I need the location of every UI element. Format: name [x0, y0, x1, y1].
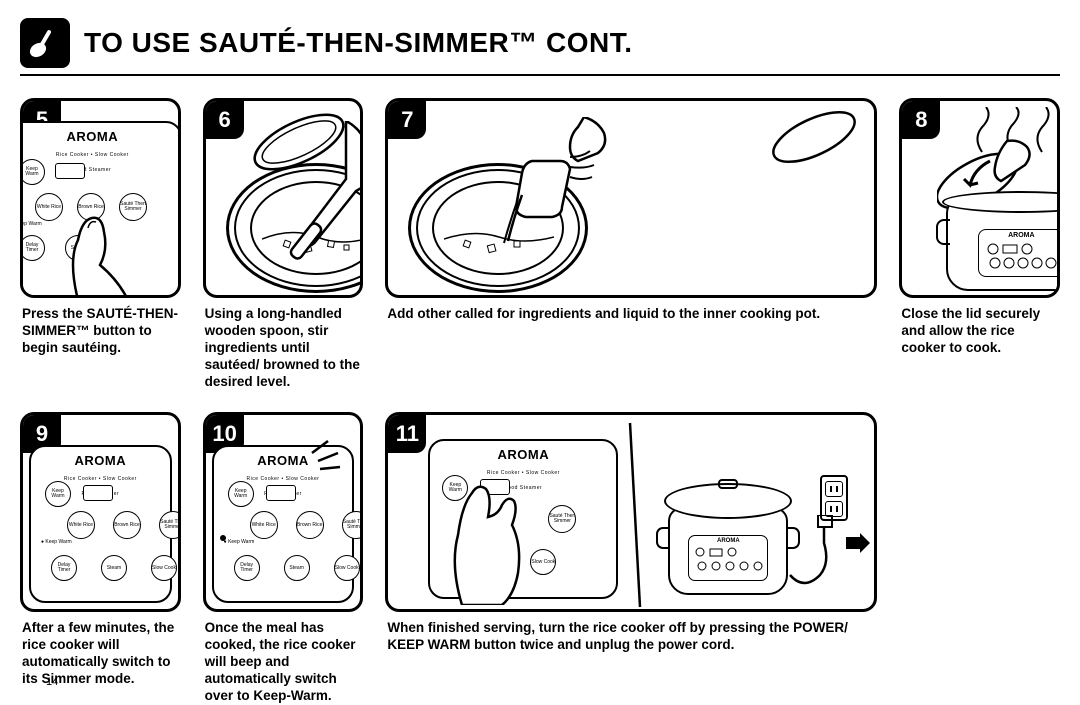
step-7: 7 — [385, 98, 877, 390]
spoon-icon — [20, 18, 70, 68]
pour-illustration — [388, 101, 874, 295]
step-6-panel: 6 — [203, 98, 364, 298]
delay-timer-button: Delay Timer — [51, 555, 77, 581]
step-10-panel: 10 AROMA Rice Cooker • Slow Cooker Food … — [203, 412, 364, 612]
step-caption: Add other called for ingredients and liq… — [385, 306, 877, 323]
lcd-display — [266, 485, 296, 501]
keep-warm-button: Keep Warm — [20, 159, 45, 185]
hand-press-icon — [432, 445, 552, 605]
cooker-handle-left — [656, 527, 668, 549]
step-caption: Close the lid securely and allow the ric… — [899, 306, 1060, 357]
brand-name: AROMA — [67, 129, 119, 144]
keep-warm-button: Keep Warm — [228, 481, 254, 507]
step-11: 11 AROMA Rice Cooker • Slow Cooker Food … — [385, 412, 877, 704]
brand-name: AROMA — [75, 453, 127, 468]
simmer-mode-illustration: AROMA Rice Cooker • Slow Cooker Food Ste… — [23, 415, 178, 609]
brown-rice-button: Brown Rice — [113, 511, 141, 539]
step-caption: Once the meal has cooked, the rice cooke… — [203, 620, 364, 704]
cooker-handle-left — [936, 219, 950, 245]
page-title: TO USE SAUTÉ-THEN-SIMMER™ CONT. — [84, 27, 633, 59]
hand-icon — [38, 190, 148, 298]
step-8: 8 — [899, 98, 1060, 390]
hand-spoon-icon — [286, 121, 364, 261]
keep-warm-illustration: AROMA Rice Cooker • Slow Cooker Food Ste… — [206, 415, 361, 609]
step-caption: Using a long-handled wooden spoon, stir … — [203, 306, 364, 390]
title-divider — [20, 74, 1060, 76]
white-rice-button: White Rice — [67, 511, 95, 539]
beep-icon — [304, 423, 354, 473]
saute-button: Sauté Then Simmer — [548, 505, 576, 533]
cord-icon — [784, 515, 854, 595]
delay-timer-button: Delay Timer — [234, 555, 260, 581]
step-11-panel: 11 AROMA Rice Cooker • Slow Cooker Food … — [385, 412, 877, 612]
keep-warm-indicator: ● Keep Warm — [41, 539, 72, 545]
step-8-panel: 8 — [899, 98, 1060, 298]
keep-warm-indicator: ● Keep Warm — [224, 539, 255, 545]
step-5-panel: 5 AROMA Rice Cooker • Slow Cooker Food S… — [20, 98, 181, 298]
step-caption: Press the SAUTÉ-THEN-SIMMER™ button to b… — [20, 306, 181, 357]
white-rice-button: White Rice — [250, 511, 278, 539]
hand-pouring-icon — [474, 117, 634, 257]
lcd-display — [55, 163, 85, 179]
step-10: 10 AROMA Rice Cooker • Slow Cooker Food … — [203, 412, 364, 704]
stir-illustration — [206, 101, 361, 295]
step-9: 9 AROMA Rice Cooker • Slow Cooker Food S… — [20, 412, 181, 704]
step-5: 5 AROMA Rice Cooker • Slow Cooker Food S… — [20, 98, 181, 390]
brown-rice-button: Brown Rice — [296, 511, 324, 539]
step-9-panel: 9 AROMA Rice Cooker • Slow Cooker Food S… — [20, 412, 181, 612]
page-number: 14 — [46, 676, 58, 688]
cooker-mini-panel: AROMA — [688, 535, 768, 581]
open-lid-icon — [744, 107, 864, 167]
slow-cook-button: Slow Cook — [151, 555, 177, 581]
saute-button: Sauté Then Simmer — [159, 511, 181, 539]
page-header: TO USE SAUTÉ-THEN-SIMMER™ CONT. — [20, 18, 1060, 68]
saute-button: Sauté Then Simmer — [342, 511, 364, 539]
unplug-arrow-icon — [846, 533, 870, 553]
brand-name: AROMA — [257, 453, 309, 468]
step-caption: When finished serving, turn the rice coo… — [385, 620, 877, 654]
cooker-mini-panel: AROMA — [978, 229, 1060, 277]
lid-knob — [718, 479, 738, 489]
outlet — [820, 475, 848, 521]
step-7-panel: 7 — [385, 98, 877, 298]
keep-warm-button: Keep Warm — [45, 481, 71, 507]
lcd-display — [83, 485, 113, 501]
press-saute-illustration: AROMA Rice Cooker • Slow Cooker Food Ste… — [23, 101, 178, 295]
power-off-illustration: AROMA Rice Cooker • Slow Cooker Food Ste… — [388, 415, 874, 609]
steps-grid: 5 AROMA Rice Cooker • Slow Cooker Food S… — [20, 98, 1060, 705]
slow-cook-button: Slow Cook — [334, 555, 360, 581]
close-lid-illustration: AROMA — [902, 101, 1057, 295]
steam-button: Steam — [284, 555, 310, 581]
brand-sub1: Rice Cooker • Slow Cooker — [56, 152, 129, 158]
steam-button: Steam — [101, 555, 127, 581]
step-6: 6 — [203, 98, 364, 390]
step-caption: After a few minutes, the rice cooker wil… — [20, 620, 181, 688]
